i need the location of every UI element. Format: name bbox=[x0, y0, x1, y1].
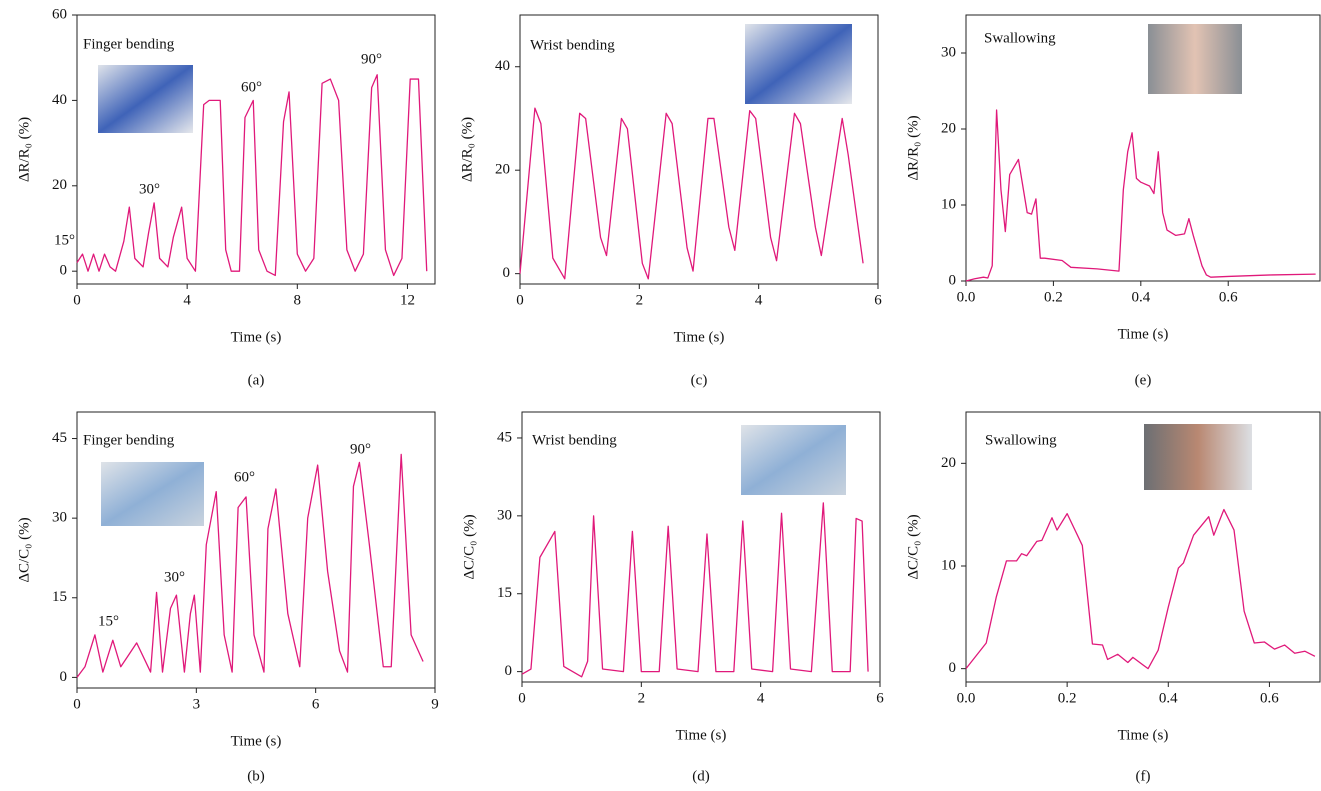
annotation: 90° bbox=[350, 441, 371, 457]
annotation: Swallowing bbox=[984, 30, 1056, 46]
photo bbox=[98, 65, 193, 133]
x-tick-label: 3 bbox=[193, 696, 201, 712]
x-tick-label: 6 bbox=[312, 696, 320, 712]
plot-frame bbox=[965, 411, 1321, 683]
data-line bbox=[76, 453, 424, 678]
panel-caption: (f) bbox=[1136, 768, 1151, 784]
annotation: 15° bbox=[98, 613, 119, 629]
y-axis-label: ΔR/R₀ (%) bbox=[905, 115, 921, 180]
annotation: Wrist bending bbox=[530, 37, 615, 53]
y-tick-label: 60 bbox=[52, 6, 67, 22]
y-tick-label: 0 bbox=[503, 265, 511, 281]
x-tick-label: 12 bbox=[400, 292, 415, 308]
panel-caption: (c) bbox=[691, 372, 708, 388]
x-tick-label: 0.4 bbox=[1159, 690, 1178, 706]
x-tick-label: 0 bbox=[518, 690, 526, 706]
y-tick-label: 10 bbox=[941, 196, 956, 212]
y-tick-label: 0 bbox=[949, 660, 957, 676]
y-tick-label: 30 bbox=[941, 44, 956, 60]
annotation: 60° bbox=[234, 469, 255, 485]
x-tick-label: 4 bbox=[755, 292, 763, 308]
data-line bbox=[521, 502, 869, 678]
x-tick-label: 8 bbox=[294, 292, 302, 308]
x-tick-label: 2 bbox=[636, 292, 644, 308]
data-line bbox=[519, 107, 864, 280]
annotation: Swallowing bbox=[985, 432, 1057, 448]
x-tick-label: 6 bbox=[874, 292, 882, 308]
x-tick-label: 0 bbox=[73, 292, 81, 308]
x-tick-label: 0 bbox=[516, 292, 524, 308]
y-tick-label: 20 bbox=[941, 120, 956, 136]
x-axis-label: Time (s) bbox=[231, 329, 282, 345]
y-axis-label: ΔC/C₀ (%) bbox=[905, 514, 921, 579]
plot-frame bbox=[76, 411, 436, 689]
annotation: 15° bbox=[54, 232, 75, 248]
y-tick-label: 15 bbox=[52, 589, 67, 605]
y-tick-label: 40 bbox=[52, 92, 67, 108]
x-tick-label: 6 bbox=[876, 690, 884, 706]
panel-caption: (e) bbox=[1135, 372, 1152, 388]
y-tick-label: 0 bbox=[60, 669, 68, 685]
y-tick-label: 30 bbox=[497, 507, 512, 523]
x-tick-label: 0.6 bbox=[1219, 289, 1238, 305]
x-tick-label: 0.0 bbox=[957, 289, 976, 305]
y-axis-label: ΔR/R₀ (%) bbox=[16, 117, 32, 182]
x-tick-label: 2 bbox=[638, 690, 646, 706]
y-tick-label: 20 bbox=[52, 177, 67, 193]
annotation: Wrist bending bbox=[532, 432, 617, 448]
panel-caption: (d) bbox=[692, 768, 710, 784]
y-axis-label: ΔR/R₀ (%) bbox=[459, 117, 475, 182]
annotation: 60° bbox=[241, 79, 262, 95]
annotation: 90° bbox=[361, 51, 382, 67]
x-axis-label: Time (s) bbox=[674, 329, 725, 345]
x-axis-label: Time (s) bbox=[231, 733, 282, 749]
x-tick-label: 0.6 bbox=[1260, 690, 1279, 706]
photo bbox=[1144, 424, 1252, 490]
panel-caption: (a) bbox=[248, 372, 265, 388]
x-tick-label: 4 bbox=[183, 292, 191, 308]
photo bbox=[745, 24, 852, 104]
y-tick-label: 0 bbox=[505, 663, 513, 679]
panel-caption: (b) bbox=[247, 768, 265, 784]
plot-frame bbox=[521, 411, 881, 683]
annotation: 30° bbox=[164, 569, 185, 585]
plot-frame bbox=[965, 14, 1321, 282]
x-axis-label: Time (s) bbox=[676, 727, 727, 743]
y-tick-label: 45 bbox=[52, 430, 67, 446]
x-axis-label: Time (s) bbox=[1118, 326, 1169, 342]
x-tick-label: 0.4 bbox=[1131, 289, 1150, 305]
y-tick-label: 20 bbox=[495, 162, 510, 178]
photo bbox=[741, 425, 846, 495]
x-tick-label: 0.2 bbox=[1044, 289, 1063, 305]
y-tick-label: 45 bbox=[497, 429, 512, 445]
data-line bbox=[965, 508, 1316, 670]
photo bbox=[101, 462, 204, 526]
y-tick-label: 30 bbox=[52, 510, 67, 526]
annotation: 30° bbox=[139, 181, 160, 197]
y-tick-label: 0 bbox=[60, 263, 68, 279]
y-tick-label: 10 bbox=[941, 557, 956, 573]
plot-frame bbox=[519, 14, 879, 285]
x-tick-label: 4 bbox=[757, 690, 765, 706]
plot-frame bbox=[76, 14, 436, 285]
data-line bbox=[76, 74, 428, 277]
y-tick-label: 0 bbox=[949, 272, 957, 288]
annotation: Finger bending bbox=[83, 432, 175, 448]
x-tick-label: 0 bbox=[73, 696, 81, 712]
x-tick-label: 9 bbox=[431, 696, 439, 712]
annotation: Finger bending bbox=[83, 36, 175, 52]
y-tick-label: 20 bbox=[941, 455, 956, 471]
x-tick-label: 0.2 bbox=[1058, 690, 1077, 706]
x-axis-label: Time (s) bbox=[1118, 727, 1169, 743]
x-tick-label: 0.0 bbox=[957, 690, 976, 706]
y-tick-label: 40 bbox=[495, 58, 510, 74]
y-tick-label: 15 bbox=[497, 585, 512, 601]
y-axis-label: ΔC/C₀ (%) bbox=[16, 517, 32, 582]
data-line bbox=[965, 109, 1316, 282]
photo bbox=[1148, 24, 1242, 94]
y-axis-label: ΔC/C₀ (%) bbox=[461, 514, 477, 579]
